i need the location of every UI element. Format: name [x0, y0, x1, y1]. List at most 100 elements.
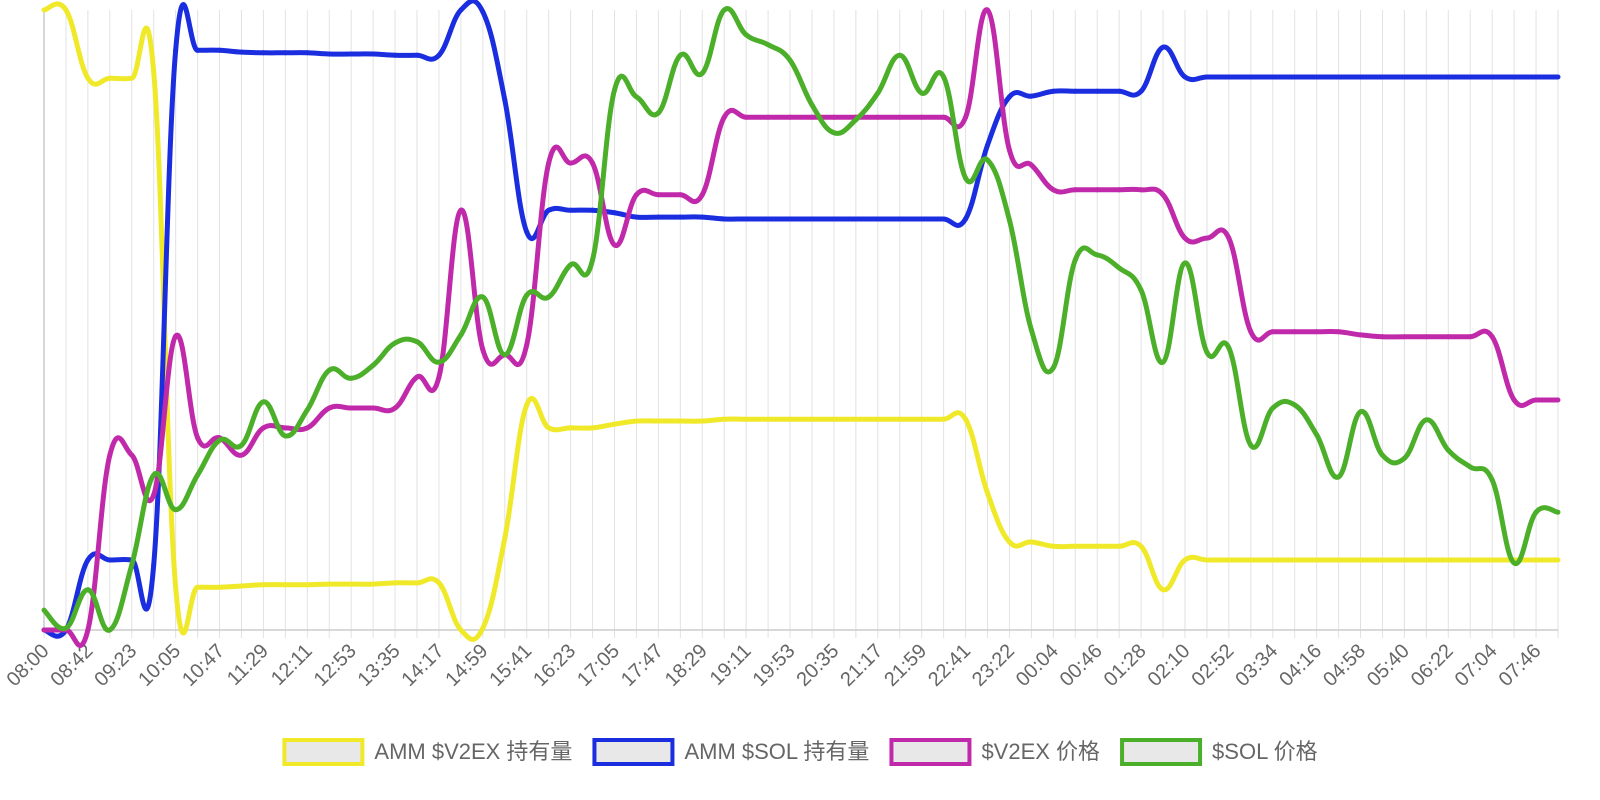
- data-point: [1292, 557, 1298, 563]
- data-point: [304, 582, 310, 588]
- series-line: [43, 0, 1558, 639]
- data-point: [633, 192, 639, 198]
- x-tick-label: 11:29: [223, 640, 273, 690]
- data-point: [941, 216, 947, 222]
- data-point: [107, 452, 113, 458]
- data-point: [1401, 455, 1407, 461]
- legend: AMM $V2EX 持有量 AMM $SOL 持有量 $V2EX 价格 $SOL 价格: [282, 738, 1318, 766]
- data-point: [502, 535, 508, 541]
- legend-swatch: [1120, 738, 1203, 766]
- data-point: [699, 214, 705, 220]
- data-point: [1467, 464, 1473, 470]
- data-point: [1467, 74, 1473, 80]
- data-point: [1336, 474, 1342, 480]
- data-point: [1555, 74, 1561, 80]
- data-point: [195, 435, 201, 441]
- data-point: [853, 416, 859, 422]
- x-tick-label: 14:17: [398, 640, 449, 691]
- data-point: [436, 374, 442, 380]
- data-point: [809, 216, 815, 222]
- data-point: [1160, 359, 1166, 365]
- data-point: [1248, 74, 1254, 80]
- data-point: [1116, 88, 1122, 94]
- data-point: [568, 425, 574, 431]
- data-point: [1401, 334, 1407, 340]
- data-point: [1379, 452, 1385, 458]
- data-point: [85, 557, 91, 563]
- data-point: [1555, 557, 1561, 563]
- data-point: [699, 418, 705, 424]
- x-tick-label: 00:04: [1012, 640, 1063, 691]
- data-point: [919, 416, 925, 422]
- data-point: [721, 7, 727, 13]
- data-point: [1248, 329, 1254, 335]
- data-point: [1314, 329, 1320, 335]
- data-point: [392, 580, 398, 586]
- data-point: [392, 340, 398, 346]
- data-point: [655, 192, 661, 198]
- data-point: [1423, 557, 1429, 563]
- data-point: [1533, 397, 1539, 403]
- data-point: [348, 375, 354, 381]
- data-point: [1204, 349, 1210, 355]
- data-point: [1006, 217, 1012, 223]
- data-point: [546, 425, 552, 431]
- data-point: [436, 580, 442, 586]
- data-point: [677, 418, 683, 424]
- data-point: [963, 216, 969, 222]
- data-point: [1401, 74, 1407, 80]
- data-point: [1270, 74, 1276, 80]
- data-point: [919, 114, 925, 120]
- x-tick-label: 09:23: [90, 640, 141, 691]
- data-point: [633, 94, 639, 100]
- x-tick-label: 02:52: [1187, 640, 1238, 691]
- legend-swatch: [592, 738, 675, 766]
- data-point: [129, 452, 135, 458]
- data-point: [1006, 147, 1012, 153]
- data-point: [941, 74, 947, 80]
- data-point: [392, 405, 398, 411]
- data-point: [809, 416, 815, 422]
- data-point: [41, 627, 47, 633]
- data-point: [568, 207, 574, 213]
- data-point: [1336, 74, 1342, 80]
- data-point: [1006, 94, 1012, 100]
- data-point: [129, 562, 135, 568]
- data-point: [1423, 334, 1429, 340]
- data-point: [480, 294, 486, 300]
- data-point: [633, 418, 639, 424]
- legend-label: AMM $SOL 持有量: [684, 739, 869, 764]
- data-point: [151, 69, 157, 75]
- x-tick-label: 10:05: [134, 640, 185, 691]
- data-point: [173, 333, 179, 339]
- data-point: [370, 362, 376, 368]
- data-point: [1401, 557, 1407, 563]
- data-point: [502, 97, 508, 103]
- data-point: [414, 580, 420, 586]
- data-point: [151, 562, 157, 568]
- data-point: [1028, 93, 1034, 99]
- data-point: [348, 581, 354, 587]
- data-point: [458, 627, 464, 633]
- x-tick-label: 08:00: [3, 640, 54, 691]
- data-point: [326, 367, 332, 373]
- data-point: [919, 216, 925, 222]
- data-point: [1204, 74, 1210, 80]
- data-point: [1292, 402, 1298, 408]
- data-point: [985, 157, 991, 163]
- data-point: [304, 50, 310, 56]
- x-tick-label: 22:41: [924, 640, 975, 691]
- data-point: [524, 229, 530, 235]
- x-tick-label: 03:34: [1231, 640, 1282, 691]
- data-point: [809, 102, 815, 108]
- data-point: [282, 50, 288, 56]
- x-tick-label: 19:11: [706, 640, 756, 690]
- x-tick-label: 18:29: [661, 640, 712, 691]
- legend-label: AMM $V2EX 持有量: [374, 739, 572, 764]
- data-point: [1182, 74, 1188, 80]
- data-point: [304, 407, 310, 413]
- series-line: [43, 1, 1558, 642]
- data-point: [1445, 74, 1451, 80]
- x-tick-label: 05:40: [1363, 640, 1414, 691]
- data-point: [1336, 557, 1342, 563]
